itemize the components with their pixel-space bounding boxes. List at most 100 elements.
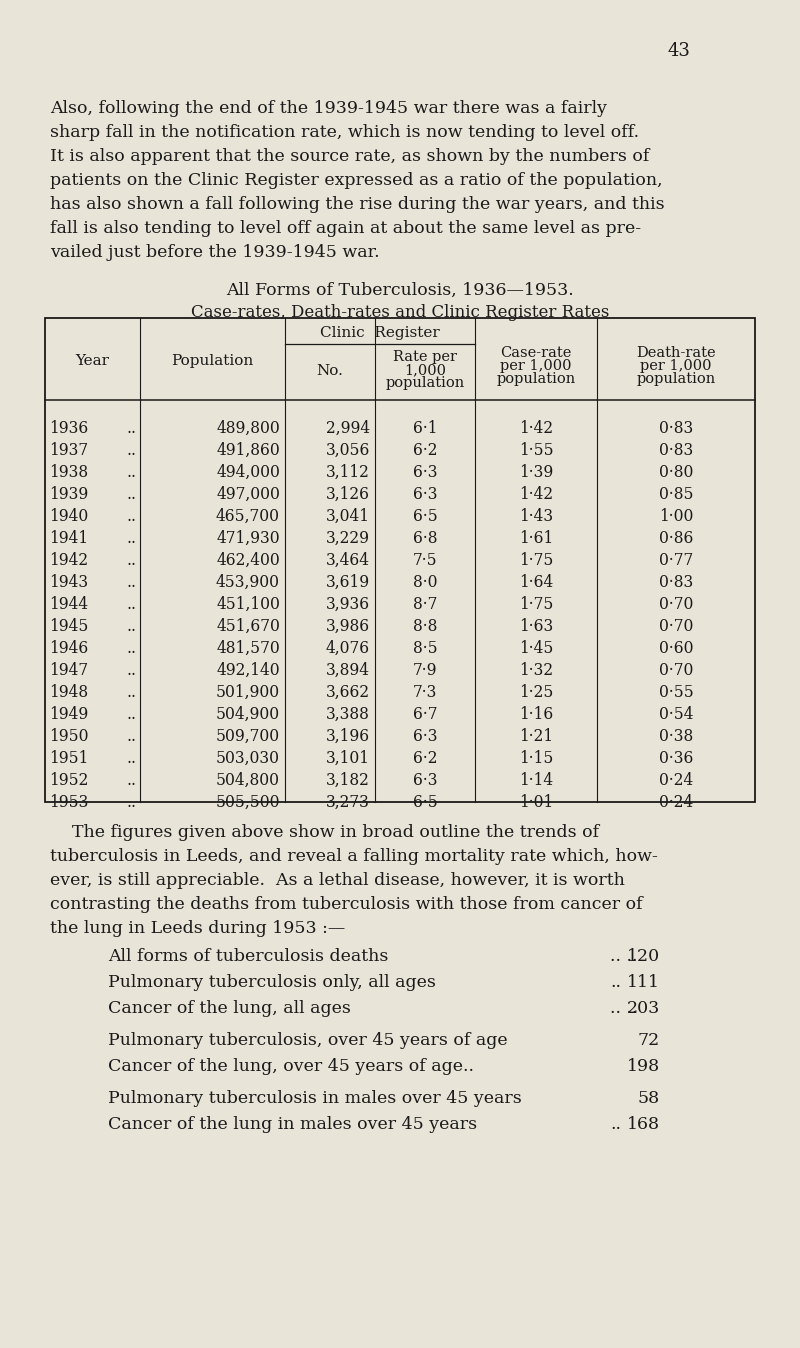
Text: Case-rates, Death-rates and Clinic Register Rates: Case-rates, Death-rates and Clinic Regis… <box>191 305 609 321</box>
Text: Rate per: Rate per <box>393 350 457 364</box>
Text: No.: No. <box>317 364 343 377</box>
Text: 1·61: 1·61 <box>519 530 553 547</box>
Text: 168: 168 <box>627 1116 660 1134</box>
Text: 0·24: 0·24 <box>659 772 693 789</box>
Text: sharp fall in the notification rate, which is now tending to level off.: sharp fall in the notification rate, whi… <box>50 124 639 142</box>
Text: ..: .. <box>126 530 136 547</box>
Text: Pulmonary tuberculosis only, all ages: Pulmonary tuberculosis only, all ages <box>108 975 436 991</box>
Text: ..: .. <box>126 706 136 723</box>
Text: Cancer of the lung in males over 45 years: Cancer of the lung in males over 45 year… <box>108 1116 477 1134</box>
Text: 203: 203 <box>626 1000 660 1016</box>
Text: 1948: 1948 <box>49 683 88 701</box>
Text: 462,400: 462,400 <box>216 551 280 569</box>
Text: 0·86: 0·86 <box>659 530 693 547</box>
Text: 6·7: 6·7 <box>413 706 438 723</box>
Text: tuberculosis in Leeds, and reveal a falling mortality rate which, how-: tuberculosis in Leeds, and reveal a fall… <box>50 848 658 865</box>
Text: 4,076: 4,076 <box>326 640 370 656</box>
Text: 0·70: 0·70 <box>659 596 693 613</box>
Text: 6·5: 6·5 <box>413 508 438 524</box>
Text: 1944: 1944 <box>49 596 88 613</box>
Text: 465,700: 465,700 <box>216 508 280 524</box>
Text: 1942: 1942 <box>49 551 88 569</box>
Text: 1950: 1950 <box>49 728 89 745</box>
Text: 1·43: 1·43 <box>519 508 553 524</box>
Text: population: population <box>636 372 716 386</box>
Text: patients on the Clinic Register expressed as a ratio of the population,: patients on the Clinic Register expresse… <box>50 173 662 189</box>
Text: .. ..: .. .. <box>610 1000 638 1016</box>
Text: 8·0: 8·0 <box>413 574 438 590</box>
Text: 1·42: 1·42 <box>519 419 553 437</box>
Text: 451,100: 451,100 <box>216 596 280 613</box>
Text: 0·24: 0·24 <box>659 794 693 811</box>
Text: Pulmonary tuberculosis in males over 45 years: Pulmonary tuberculosis in males over 45 … <box>108 1091 522 1107</box>
Text: 3,112: 3,112 <box>326 464 370 481</box>
Text: 1946: 1946 <box>49 640 88 656</box>
Text: 3,041: 3,041 <box>326 508 370 524</box>
Text: 489,800: 489,800 <box>216 419 280 437</box>
Text: 6·8: 6·8 <box>413 530 438 547</box>
Text: 1·14: 1·14 <box>519 772 553 789</box>
Text: 1938: 1938 <box>49 464 88 481</box>
Text: 1937: 1937 <box>49 442 88 458</box>
Text: 1·63: 1·63 <box>519 617 553 635</box>
Text: 471,930: 471,930 <box>216 530 280 547</box>
Text: 1947: 1947 <box>49 662 88 679</box>
Text: 0·80: 0·80 <box>659 464 693 481</box>
Text: 3,619: 3,619 <box>326 574 370 590</box>
Text: ever, is still appreciable.  As a lethal disease, however, it is worth: ever, is still appreciable. As a lethal … <box>50 872 625 888</box>
Text: 1·64: 1·64 <box>519 574 553 590</box>
Text: .. ..: .. .. <box>610 948 638 965</box>
Text: 1·16: 1·16 <box>519 706 553 723</box>
Text: 3,464: 3,464 <box>326 551 370 569</box>
Text: 0·83: 0·83 <box>659 419 693 437</box>
Text: 1·01: 1·01 <box>519 794 553 811</box>
Text: 1941: 1941 <box>49 530 88 547</box>
Text: 0·83: 0·83 <box>659 442 693 458</box>
Text: 3,273: 3,273 <box>326 794 370 811</box>
Text: 0·38: 0·38 <box>659 728 693 745</box>
Text: 7·9: 7·9 <box>413 662 438 679</box>
Text: ..: .. <box>126 442 136 458</box>
Text: ..: .. <box>126 574 136 590</box>
Text: 6·5: 6·5 <box>413 794 438 811</box>
Text: 1·39: 1·39 <box>519 464 553 481</box>
Text: ..: .. <box>126 508 136 524</box>
Text: ..: .. <box>126 749 136 767</box>
Text: ..: .. <box>126 419 136 437</box>
Text: 1·25: 1·25 <box>519 683 553 701</box>
Text: ..: .. <box>126 662 136 679</box>
Text: 1943: 1943 <box>49 574 88 590</box>
Text: Death-rate: Death-rate <box>636 346 716 360</box>
Text: The figures given above show in broad outline the trends of: The figures given above show in broad ou… <box>50 824 599 841</box>
Text: 1·75: 1·75 <box>519 596 553 613</box>
Text: 0·85: 0·85 <box>658 485 694 503</box>
Text: 3,056: 3,056 <box>326 442 370 458</box>
Text: 3,101: 3,101 <box>326 749 370 767</box>
Text: 1939: 1939 <box>49 485 88 503</box>
Text: ..: .. <box>126 728 136 745</box>
Text: 3,986: 3,986 <box>326 617 370 635</box>
Text: 58: 58 <box>638 1091 660 1107</box>
Text: Also, following the end of the 1939-1945 war there was a fairly: Also, following the end of the 1939-1945… <box>50 100 607 117</box>
Text: Cancer of the lung, over 45 years of age..: Cancer of the lung, over 45 years of age… <box>108 1058 474 1074</box>
Text: has also shown a fall following the rise during the war years, and this: has also shown a fall following the rise… <box>50 195 665 213</box>
Text: per 1,000: per 1,000 <box>500 359 572 373</box>
Text: 1940: 1940 <box>49 508 88 524</box>
Text: 1·45: 1·45 <box>519 640 553 656</box>
Text: 3,126: 3,126 <box>326 485 370 503</box>
Text: 0·54: 0·54 <box>658 706 694 723</box>
Text: 1936: 1936 <box>49 419 88 437</box>
Text: population: population <box>386 376 465 390</box>
Text: ..: .. <box>126 485 136 503</box>
Text: 505,500: 505,500 <box>215 794 280 811</box>
Text: 453,900: 453,900 <box>216 574 280 590</box>
Text: ..: .. <box>126 596 136 613</box>
Text: 1953: 1953 <box>49 794 88 811</box>
Text: 3,196: 3,196 <box>326 728 370 745</box>
Text: 111: 111 <box>627 975 660 991</box>
Text: ..: .. <box>610 1116 621 1134</box>
Text: 1945: 1945 <box>49 617 88 635</box>
Text: ..: .. <box>126 772 136 789</box>
Text: 6·1: 6·1 <box>413 419 438 437</box>
Text: 7·5: 7·5 <box>413 551 438 569</box>
